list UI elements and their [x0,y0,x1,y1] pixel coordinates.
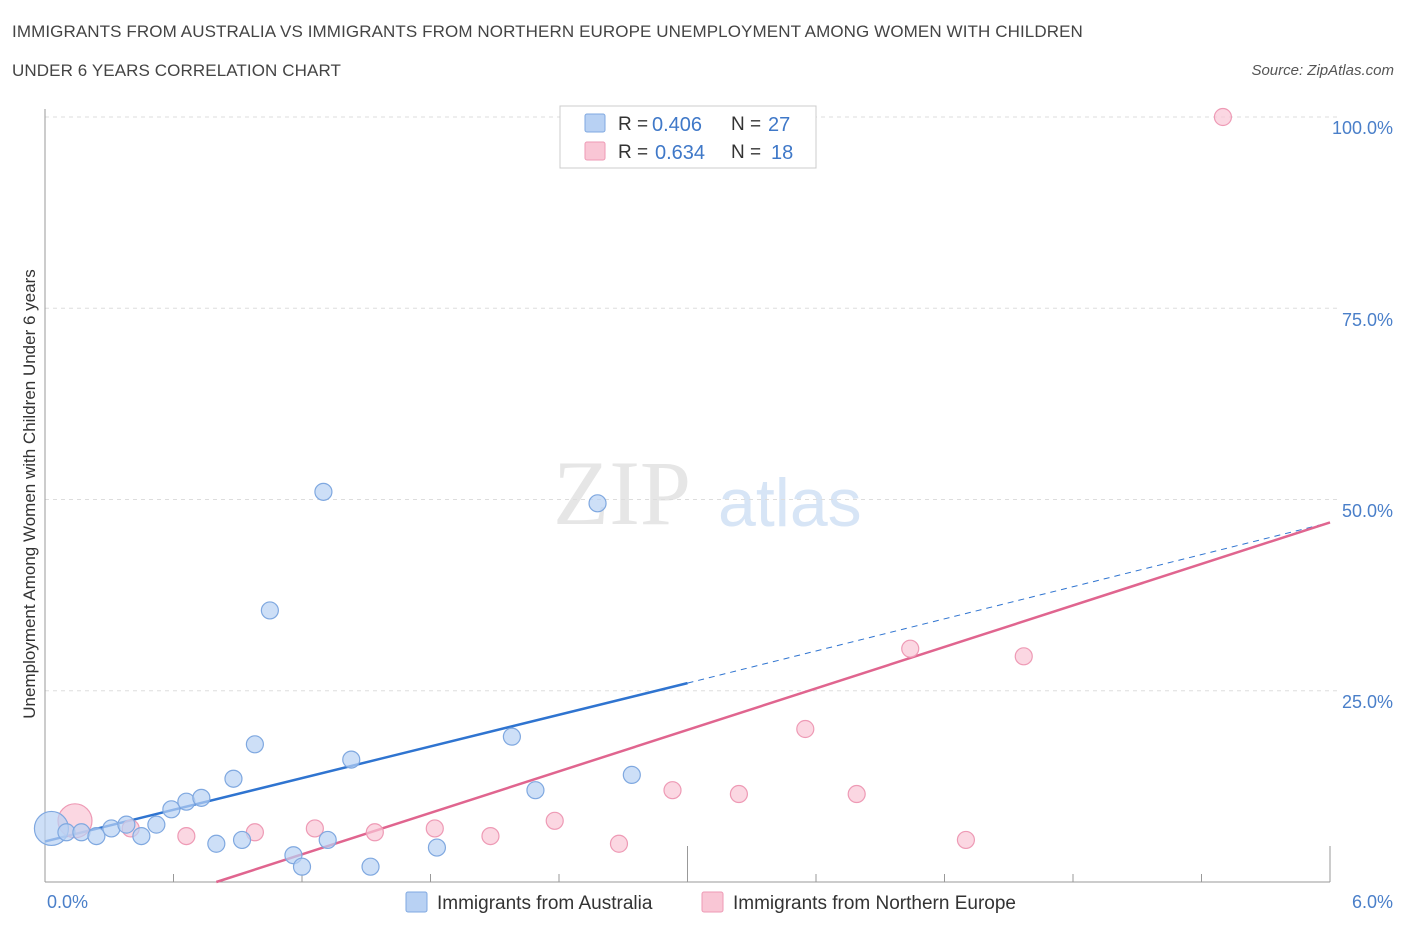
data-point-australia-3 [87,826,106,846]
series-legend: Immigrants from Australia Immigrants fro… [405,891,1016,914]
chart-title-line1: IMMIGRANTS FROM AUSTRALIA VS IMMIGRANTS … [12,22,1083,41]
series-legend-label-europe: Immigrants from Northern Europe [733,893,1016,914]
data-point-europe-7 [481,826,500,846]
data-point-europe-13 [847,784,866,804]
series-legend-label-australia: Immigrants from Australia [437,893,653,914]
trend-line-europe [215,521,1331,884]
data-point-australia-17 [292,857,312,876]
data-point-australia-24 [526,781,545,800]
trend-lines [44,521,1331,884]
data-point-australia-4 [102,819,121,838]
data-point-europe-5 [365,823,384,842]
data-point-europe-4 [305,819,324,838]
data-point-australia-18 [314,482,333,501]
tick-labels: 100.0% 75.0% 50.0% 25.0% 0.0% 6.0% [47,118,1393,912]
data-point-australia-14 [245,735,264,754]
x-tick-label-0: 0.0% [47,892,88,912]
data-point-europe-15 [956,830,976,850]
data-point-australia-23 [502,727,521,746]
data-point-europe-9 [609,834,629,853]
source-credit: Source: ZipAtlas.com [1251,62,1394,79]
data-point-australia-2 [72,823,91,842]
data-point-australia-8 [162,800,181,819]
correlation-legend: R = 0.406 N = 27 R = 0.634 N = 18 [559,105,817,169]
data-point-australia-10 [192,788,211,807]
data-point-europe-12 [796,719,815,739]
data-point-australia-26 [622,765,641,785]
data-point-australia-9 [177,792,196,811]
legend-r-value-europe: 0.634 [655,142,705,164]
watermark-zip: ZIP [553,442,691,544]
data-point-australia-11 [207,834,226,853]
data-point-australia-6 [132,826,151,846]
data-point-australia-22 [427,838,447,857]
legend-swatch-europe [584,141,606,161]
data-point-australia-12 [224,769,243,788]
gridlines [45,116,1338,692]
y-tick-label-3: 25.0% [1342,692,1393,712]
chart-title-line2: UNDER 6 YEARS CORRELATION CHART [12,61,341,80]
data-point-australia-25 [588,494,607,513]
data-point-europe-10 [663,781,682,800]
data-point-australia-21 [361,857,380,876]
legend-n-label-australia: N = [731,114,761,135]
watermark-atlas: atlas [718,465,862,541]
legend-n-value-australia: 27 [768,114,790,136]
y-tick-label-0: 100.0% [1332,118,1393,138]
legend-swatch-australia [584,113,606,133]
legend-n-label-europe: N = [731,142,761,163]
y-tick-label-1: 75.0% [1342,310,1393,330]
x-tick-label-1: 6.0% [1352,892,1393,912]
legend-n-value-europe: 18 [771,142,793,164]
data-point-australia-15 [260,601,279,620]
legend-r-label-australia: R = [618,114,648,135]
data-point-australia-7 [147,815,166,834]
y-tick-label-2: 50.0% [1342,501,1393,521]
data-point-europe-11 [729,784,749,804]
data-point-europe-17 [1213,107,1233,127]
trend-line-australia-extrapolated [687,521,1331,684]
data-point-europe-6 [425,819,444,838]
data-points [33,107,1233,876]
y-axis-title: Unemployment Among Women with Children U… [20,269,39,718]
data-point-europe-16 [1014,647,1033,666]
legend-r-value-australia: 0.406 [652,114,702,136]
data-point-europe-8 [545,811,564,830]
data-point-europe-2 [177,826,196,846]
series-legend-swatch-australia [405,891,428,913]
data-point-europe-14 [901,639,920,658]
axes [44,109,1331,883]
data-point-australia-20 [342,750,361,769]
data-point-australia-13 [232,830,252,850]
series-legend-swatch-europe [701,891,724,913]
trend-line-australia [44,681,688,843]
legend-r-label-europe: R = [618,142,648,163]
data-point-australia-19 [318,830,337,850]
data-point-australia-5 [117,815,136,834]
